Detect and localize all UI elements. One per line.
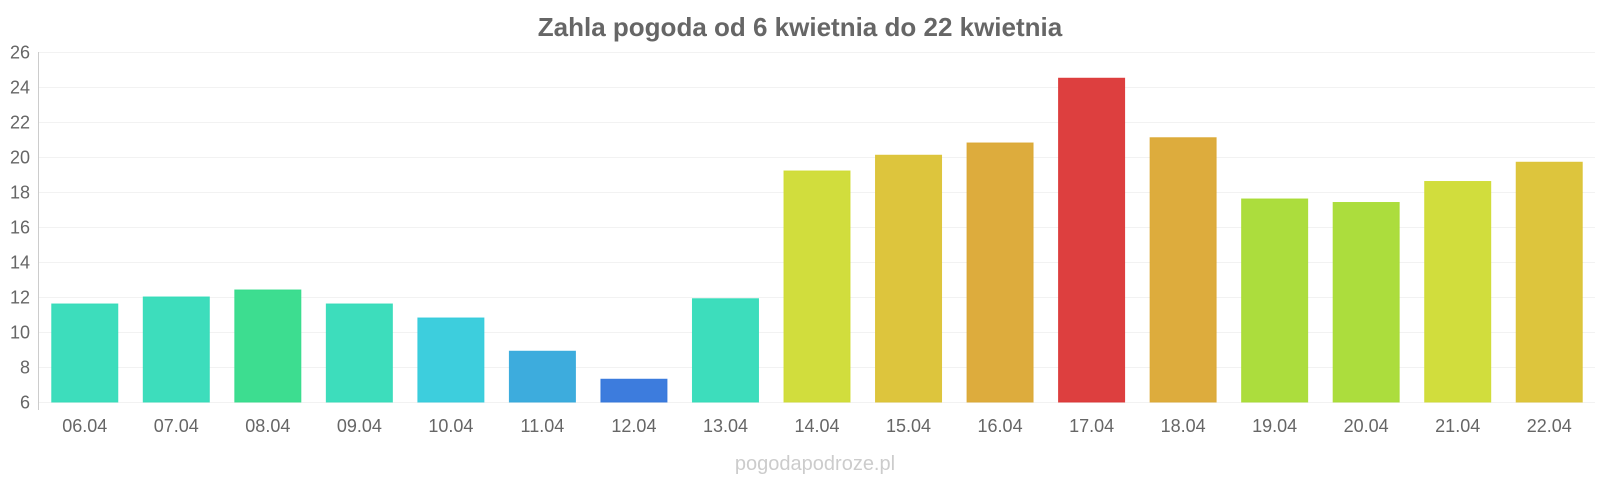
- bars: [51, 77, 1583, 403]
- y-tick-label: 20: [10, 148, 30, 168]
- bar-13.04: [691, 298, 759, 403]
- bar-11.04: [508, 350, 576, 403]
- bar-06.04: [51, 303, 119, 403]
- y-tick-label: 14: [10, 253, 30, 273]
- y-tick-label: 8: [20, 358, 30, 378]
- bar-17.04: [1058, 77, 1126, 403]
- bar-21.04: [1424, 181, 1492, 403]
- bar-12.04: [600, 378, 668, 403]
- x-tick-label: 10.04: [428, 416, 473, 436]
- y-tick-label: 26: [10, 43, 30, 63]
- bar-14.04: [783, 170, 851, 403]
- chart-title: Zahla pogoda od 6 kwietnia do 22 kwietni…: [538, 12, 1063, 42]
- bar-16.04: [966, 142, 1034, 403]
- bar-19.04: [1241, 198, 1309, 403]
- y-tick-label: 24: [10, 78, 30, 98]
- y-tick-label: 22: [10, 113, 30, 133]
- x-tick-label: 20.04: [1344, 416, 1389, 436]
- x-tick-label: 15.04: [886, 416, 931, 436]
- x-tick-label: 22.04: [1527, 416, 1572, 436]
- x-tick-label: 13.04: [703, 416, 748, 436]
- x-axis-ticks: 06.04 07.04 08.04 09.04 10.04 11.04 12.04 13.04…: [62, 416, 1572, 436]
- y-tick-label: 6: [20, 393, 30, 413]
- x-tick-label: 08.04: [245, 416, 290, 436]
- bar-10.04: [417, 317, 485, 403]
- x-tick-label: 17.04: [1069, 416, 1114, 436]
- x-tick-label: 06.04: [62, 416, 107, 436]
- x-tick-label: 19.04: [1252, 416, 1297, 436]
- x-tick-label: 14.04: [794, 416, 839, 436]
- bar-07.04: [142, 296, 210, 403]
- y-tick-label: 18: [10, 183, 30, 203]
- bar-18.04: [1149, 137, 1217, 403]
- bar-09.04: [325, 303, 393, 403]
- y-tick-label: 12: [10, 288, 30, 308]
- x-tick-label: 07.04: [154, 416, 199, 436]
- bar-22.04: [1515, 161, 1583, 403]
- y-tick-label: 16: [10, 218, 30, 238]
- x-tick-label: 18.04: [1161, 416, 1206, 436]
- y-axis-ticks: 6 8 10 12 14 16 18 20 22 24 26: [10, 43, 30, 413]
- bar-08.04: [234, 289, 302, 403]
- y-tick-label: 10: [10, 323, 30, 343]
- watermark: pogodapodroze.pl: [735, 453, 895, 475]
- x-tick-label: 21.04: [1435, 416, 1480, 436]
- x-tick-label: 09.04: [337, 416, 382, 436]
- x-tick-label: 12.04: [611, 416, 656, 436]
- bar-20.04: [1332, 202, 1400, 403]
- x-tick-label: 16.04: [978, 416, 1023, 436]
- bar-15.04: [875, 154, 943, 403]
- x-tick-label: 11.04: [521, 416, 565, 436]
